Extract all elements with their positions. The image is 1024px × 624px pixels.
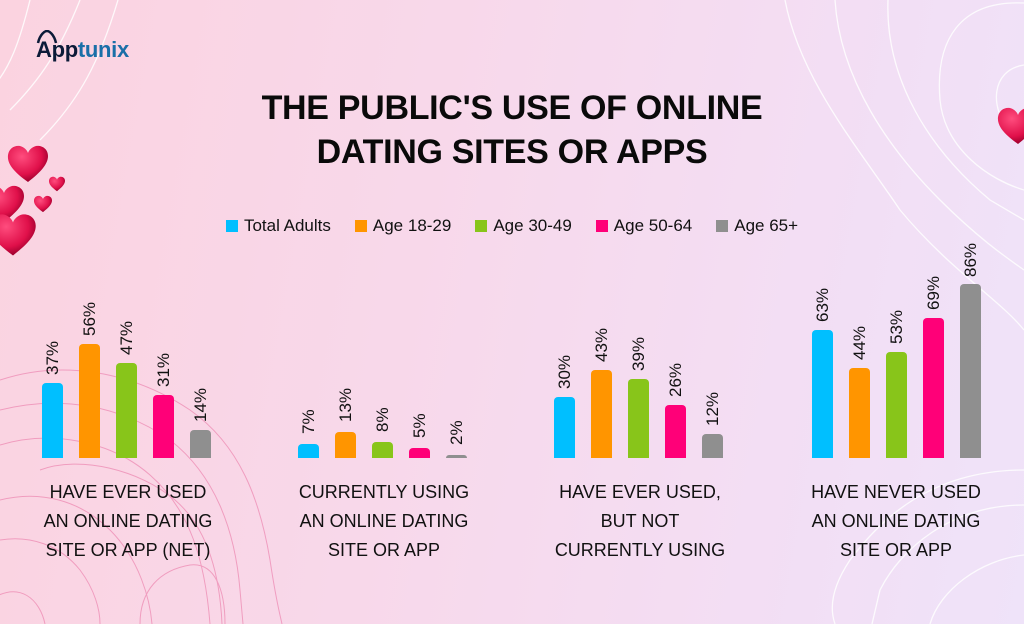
bar-value-label: 39% (629, 336, 648, 371)
logo-arc-icon (36, 30, 58, 44)
bar-value-label: 8% (373, 407, 392, 432)
bar-age-18-29 (335, 432, 356, 458)
bar-value-label: 53% (887, 309, 906, 344)
bar-age-18-29 (79, 344, 100, 458)
bar-group-ever-used: 37% 56% 47% 31% 14% (42, 230, 214, 458)
category-label-never-used: HAVE NEVER USED AN ONLINE DATING SITE OR… (811, 482, 981, 560)
bar-age-18-29 (849, 368, 870, 458)
category-label-ever-used: HAVE EVER USED AN ONLINE DATING SITE OR … (43, 482, 213, 560)
bar-age-50-64 (665, 405, 686, 458)
legend-item-age-30-49: Age 30-49 (475, 216, 572, 236)
bar-value-label: 14% (191, 387, 210, 422)
legend-swatch-icon (354, 220, 367, 232)
heart-decoration-large (7, 145, 48, 182)
bar-age-18-29 (591, 370, 612, 458)
bar-value-label: 30% (555, 354, 574, 389)
legend-label: Age 30-49 (493, 216, 572, 235)
chart-title: THE PUBLIC'S USE OF ONLINE DATING SITES … (0, 86, 1024, 174)
logo-text-tunix: tunix (77, 37, 129, 62)
bar-total-adults (812, 330, 833, 458)
legend-swatch-icon (595, 220, 608, 232)
legend-item-age-50-64: Age 50-64 (595, 216, 693, 236)
bar-value-label: 37% (43, 340, 62, 375)
bar-age-65-plus (960, 284, 981, 458)
bar-value-label: 13% (336, 387, 355, 422)
bar-value-label: 12% (703, 391, 722, 426)
heart-decoration-small (48, 176, 65, 192)
legend-label: Age 50-64 (613, 216, 693, 235)
bar-age-50-64 (409, 448, 430, 458)
bar-age-30-49 (372, 442, 393, 458)
bar-value-label: 63% (813, 287, 832, 322)
bar-total-adults (554, 397, 575, 458)
bar-group-ever-used-not-currently: 30% 43% 39% 26% 12% (554, 230, 726, 458)
bar-value-label: 7% (299, 409, 318, 434)
bar-age-30-49 (886, 352, 907, 458)
bar-group-never-used: 63% 44% 53% 69% 86% (812, 230, 984, 458)
legend-label: Age 65+ (734, 216, 799, 235)
bar-total-adults (298, 444, 319, 458)
bar-value-label: 47% (117, 320, 136, 355)
chart-title-line-2: DATING SITES OR APPS (316, 133, 708, 171)
heart-decoration-small (33, 195, 52, 213)
bar-value-label: 56% (80, 301, 99, 336)
legend-item-age-65-plus: Age 65+ (716, 216, 798, 236)
bar-value-label: 5% (410, 413, 429, 438)
bar-total-adults (42, 383, 63, 458)
bar-group-currently-using: 7% 13% 8% 5% 2% (298, 230, 470, 458)
heart-decoration-right (997, 107, 1024, 144)
bar-value-label: 31% (154, 352, 173, 387)
legend-label: Age 18-29 (372, 216, 452, 235)
legend-item-total-adults: Total Adults (225, 216, 331, 236)
bar-age-30-49 (628, 379, 649, 458)
bar-age-50-64 (153, 395, 174, 458)
bar-value-label: 69% (924, 275, 943, 310)
bar-age-50-64 (923, 318, 944, 458)
legend-label: Total Adults (243, 216, 331, 235)
bar-value-label: 2% (447, 420, 466, 445)
brand-logo: Apptunix (36, 30, 129, 64)
bar-age-65-plus (446, 455, 467, 458)
bar-age-65-plus (702, 434, 723, 458)
category-label-ever-used-not-currently: HAVE EVER USED, BUT NOT CURRENTLY USING (554, 482, 726, 560)
chart-title-line-1: THE PUBLIC'S USE OF ONLINE (261, 89, 763, 127)
heart-decoration-large (0, 185, 24, 222)
bar-value-label: 26% (666, 362, 685, 397)
bar-value-label: 44% (850, 325, 869, 360)
legend-swatch-icon (716, 220, 729, 232)
bar-age-30-49 (116, 363, 137, 458)
legend-swatch-icon (475, 220, 488, 232)
legend-swatch-icon (225, 220, 238, 232)
bar-age-65-plus (190, 430, 211, 458)
logo-text-app: App (36, 37, 78, 62)
bar-value-label: 43% (592, 327, 611, 362)
category-label-currently-using: CURRENTLY USING AN ONLINE DATING SITE OR… (298, 482, 470, 560)
legend-item-age-18-29: Age 18-29 (354, 216, 452, 236)
bar-value-label: 86% (961, 242, 980, 277)
heart-decoration-large (0, 214, 36, 256)
chart-legend: Total Adults Age 18-29 Age 30-49 Age 50-… (0, 216, 1024, 236)
